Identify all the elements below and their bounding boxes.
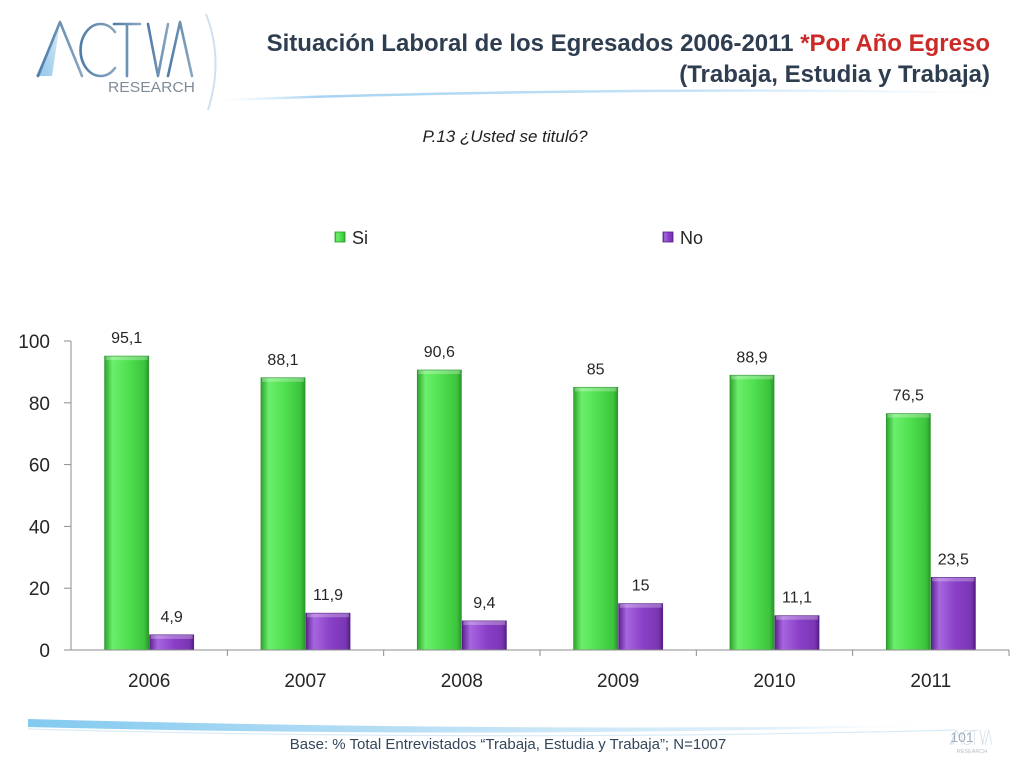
data-label-si-2011: 76,5 <box>893 388 924 405</box>
y-tick-label: 60 <box>29 456 50 477</box>
bar-si-2007 <box>260 377 306 651</box>
bar-top-highlight-no-2009 <box>619 603 662 608</box>
data-label-si-2010: 88,9 <box>736 349 767 366</box>
data-label-si-2009: 85 <box>587 361 605 378</box>
legend-label-no: No <box>680 228 703 248</box>
y-tick-label: 80 <box>29 394 50 415</box>
chart-title: P.13 ¿Usted se tituló? <box>422 127 588 146</box>
x-tick-label: 2011 <box>910 671 951 692</box>
bar-top-highlight-si-2009 <box>574 387 617 392</box>
footer-logo-tagline: RESEARCH <box>957 749 988 755</box>
logo-divider-arc <box>205 13 217 111</box>
data-label-no-2007: 11,9 <box>313 587 343 604</box>
y-tick-label: 40 <box>29 517 50 538</box>
bar-si-2010 <box>729 374 775 651</box>
legend-swatch-si <box>334 231 346 243</box>
bar-si-2008 <box>416 369 462 651</box>
bar-no-2010 <box>774 615 820 651</box>
chart-plot-area: 95,1 88,1 90,6 85 88,9 76,5 4,9 11,9 9,4 15 11,1 23… <box>18 330 1010 692</box>
page-title-main: Situación Laboral de los Egresados 2006-… <box>266 30 794 57</box>
y-tick-label: 100 <box>18 332 50 353</box>
legend-label-si: Si <box>352 228 368 248</box>
bar-top-highlight-no-2011 <box>932 577 975 582</box>
logo-tagline: RESEARCH <box>108 79 195 96</box>
bar-top-highlight-no-2007 <box>307 613 349 618</box>
bar-top-highlight-si-2007 <box>262 377 304 382</box>
bar-si-2011 <box>885 413 931 651</box>
data-label-si-2006: 95,1 <box>111 330 142 347</box>
bar-no-2009 <box>618 603 664 651</box>
x-tick-label: 2009 <box>597 671 639 692</box>
x-tick-label: 2008 <box>441 671 483 692</box>
bar-top-highlight-si-2011 <box>887 413 930 418</box>
footer-logo-mark <box>949 729 993 745</box>
data-label-no-2006: 4,9 <box>161 609 183 626</box>
bar-no-2006 <box>149 634 195 651</box>
bar-top-highlight-si-2008 <box>418 370 461 375</box>
x-tick-label: 2007 <box>284 671 326 692</box>
x-tick-label: 2006 <box>128 671 170 692</box>
data-label-no-2010: 11,1 <box>782 590 812 607</box>
bar-no-2007 <box>305 612 351 651</box>
y-tick-label: 0 <box>39 641 50 662</box>
footer-swoosh <box>28 719 955 733</box>
data-label-no-2009: 15 <box>632 578 650 595</box>
bar-si-2006 <box>104 355 150 651</box>
page-subtitle: (Trabaja, Estudia y Trabaja) <box>679 61 990 88</box>
bar-si-2009 <box>573 386 619 651</box>
page-title-highlight: *Por Año Egreso <box>800 30 990 57</box>
footer-base-note: Base: % Total Entrevistados “Trabaja, Es… <box>289 736 727 753</box>
data-label-si-2007: 88,1 <box>267 352 298 369</box>
title-swoosh <box>221 89 1009 102</box>
y-tick-label: 20 <box>29 579 50 600</box>
data-label-no-2008: 9,4 <box>473 595 495 612</box>
legend-swatch-no <box>662 231 674 243</box>
bar-top-highlight-si-2010 <box>731 375 773 380</box>
activa-logo: RESEARCH <box>36 13 217 111</box>
bar-no-2011 <box>930 576 976 651</box>
bar-top-highlight-no-2006 <box>150 634 193 639</box>
bar-top-highlight-si-2006 <box>105 356 148 361</box>
page-number: 101 <box>950 729 974 745</box>
data-label-si-2008: 90,6 <box>424 344 455 361</box>
footer-swoosh-line <box>27 728 956 737</box>
bar-no-2008 <box>461 620 507 651</box>
page-title: Situación Laboral de los Egresados 2006-… <box>267 32 990 56</box>
legend: Si No <box>334 228 703 248</box>
bar-top-highlight-no-2010 <box>776 615 818 620</box>
x-tick-label: 2010 <box>753 671 795 692</box>
data-label-no-2011: 23,5 <box>938 551 969 568</box>
bar-top-highlight-no-2008 <box>463 620 506 625</box>
